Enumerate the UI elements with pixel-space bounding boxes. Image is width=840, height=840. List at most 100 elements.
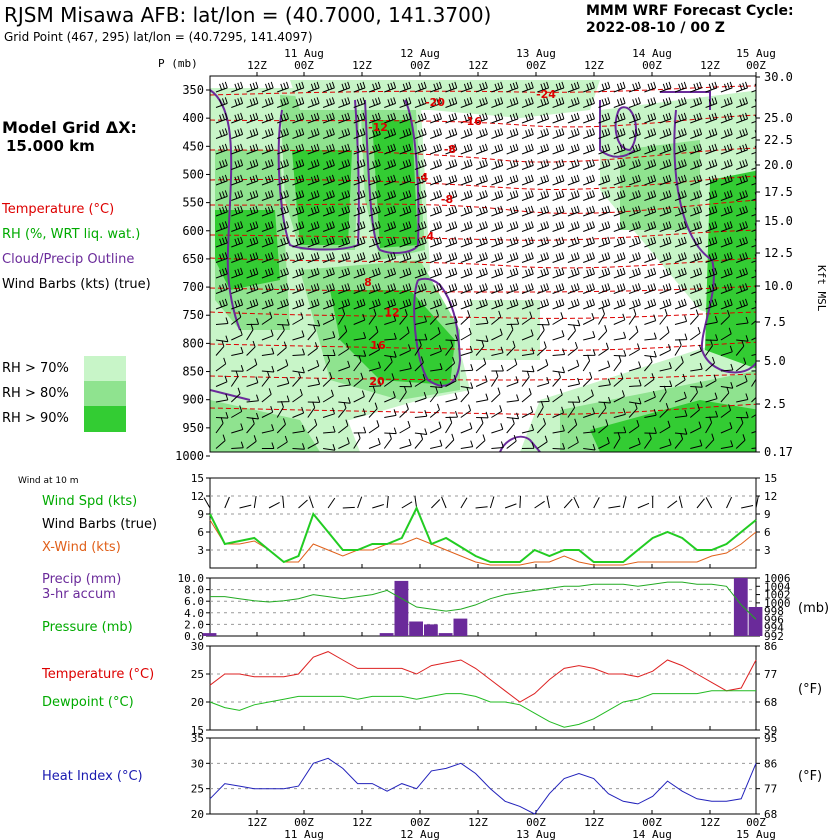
- wind-barb: [246, 97, 259, 108]
- wind-barb: [307, 205, 320, 217]
- wind-barb: [537, 112, 550, 124]
- wind-barb: [261, 128, 274, 139]
- wind-barb: [384, 314, 397, 325]
- wind-barb: [307, 396, 321, 403]
- wind-barb: [644, 97, 657, 108]
- wind-barb: [674, 128, 687, 139]
- wind-barb: [231, 221, 244, 232]
- wind-barb: [521, 159, 534, 170]
- wind-barb: [338, 252, 351, 263]
- precip-bar: [748, 607, 763, 636]
- wind-barb: [322, 205, 335, 217]
- wind-barb-10m: [608, 505, 621, 509]
- wind-barb: [736, 205, 748, 217]
- temperature-contour: [210, 257, 756, 269]
- wind-barb: [583, 143, 595, 155]
- wind-barb: [552, 128, 565, 139]
- wind-barb: [230, 310, 242, 325]
- time-tick-label-bottom: 12Z: [700, 816, 720, 829]
- wind-barb-10m: [546, 496, 550, 509]
- wind-barb: [521, 442, 535, 449]
- wind-barb: [384, 252, 397, 263]
- wind-barb: [628, 174, 641, 186]
- wind-barb-10m: [224, 496, 230, 509]
- pressure-unit-label: (mb): [798, 601, 829, 616]
- wind-barb: [735, 340, 745, 356]
- wind-barb: [613, 252, 626, 263]
- temp-axis-c-label: 30: [191, 640, 204, 653]
- pressure-tick-label: 950: [182, 421, 204, 435]
- wind-barb: [705, 221, 718, 232]
- wind-barb: [598, 378, 611, 387]
- precip-bar: [424, 624, 438, 636]
- wind-barb: [613, 112, 626, 124]
- wind-barb: [399, 385, 407, 403]
- wind-barb: [414, 391, 427, 403]
- wind-barb: [414, 333, 428, 341]
- wind-barb: [277, 128, 289, 139]
- wind-barb: [659, 128, 672, 139]
- wind-barb: [215, 393, 229, 403]
- wind-axis-right-label: 9: [764, 508, 771, 521]
- wind-barb: [674, 252, 687, 263]
- wind-barb: [598, 97, 611, 108]
- wind-barb: [491, 267, 504, 279]
- wind-barb: [552, 221, 565, 232]
- wind-barb: [598, 360, 611, 372]
- wind-barb: [338, 128, 351, 139]
- wind-barb: [368, 438, 381, 449]
- wind-barb: [521, 190, 534, 201]
- rh-swatch-80: [84, 381, 126, 407]
- wind-barb-10m: [203, 497, 211, 509]
- wind-barb: [430, 112, 442, 124]
- wind-barb: [368, 343, 380, 356]
- wind-barb: [567, 97, 580, 108]
- wind-barb: [583, 159, 595, 170]
- wind-barb: [735, 357, 747, 372]
- wind-barb: [215, 205, 228, 217]
- wind-barb: [567, 436, 579, 449]
- wind-barb: [644, 298, 657, 310]
- wind-barb: [414, 298, 427, 310]
- wind-barb: [598, 128, 611, 139]
- wind-barb: [384, 391, 396, 403]
- wind-barb: [583, 236, 595, 248]
- wind-barb: [628, 308, 637, 325]
- wind-barb: [353, 408, 366, 418]
- wind-barb: [689, 309, 699, 325]
- wind-barb: [720, 143, 733, 155]
- wind-barb: [323, 444, 336, 451]
- height-tick-label: 22.5: [764, 133, 793, 147]
- wind-barb: [322, 389, 334, 403]
- wind-barb: [567, 377, 581, 387]
- rh-swatch-70: [84, 356, 126, 382]
- precip-bar: [438, 633, 453, 636]
- wind-barb: [414, 283, 427, 294]
- wind-barb: [644, 143, 657, 155]
- wind-barb-10m: [342, 506, 355, 509]
- wind-barb: [751, 370, 756, 387]
- wind-barb: [261, 347, 275, 356]
- wind-barb: [628, 143, 641, 155]
- wind-barb: [537, 298, 550, 310]
- wind-barb-10m: [705, 497, 713, 509]
- wind-barb: [582, 371, 593, 387]
- wind-barb: [674, 315, 688, 325]
- wind-barb: [583, 267, 595, 279]
- wind-barb: [720, 386, 730, 403]
- wind-barb: [521, 388, 532, 403]
- wind-panel-frame: [209, 477, 757, 569]
- wind-barb: [414, 97, 427, 108]
- wind-barb: [338, 205, 351, 217]
- legend-dewpoint: Dewpoint (°C): [42, 695, 134, 710]
- wind-barb: [659, 420, 671, 434]
- time-tick-label-bottom: 00Z: [294, 816, 314, 829]
- wind-barb: [720, 236, 733, 248]
- wind-barb-10m: [268, 501, 280, 509]
- heat-axis-f-label: 95: [764, 732, 777, 745]
- wind-barb: [215, 434, 226, 449]
- wind-barb: [261, 424, 275, 434]
- wind-barb: [613, 221, 626, 232]
- wind-barb: [353, 81, 366, 93]
- wind-barb: [292, 267, 305, 279]
